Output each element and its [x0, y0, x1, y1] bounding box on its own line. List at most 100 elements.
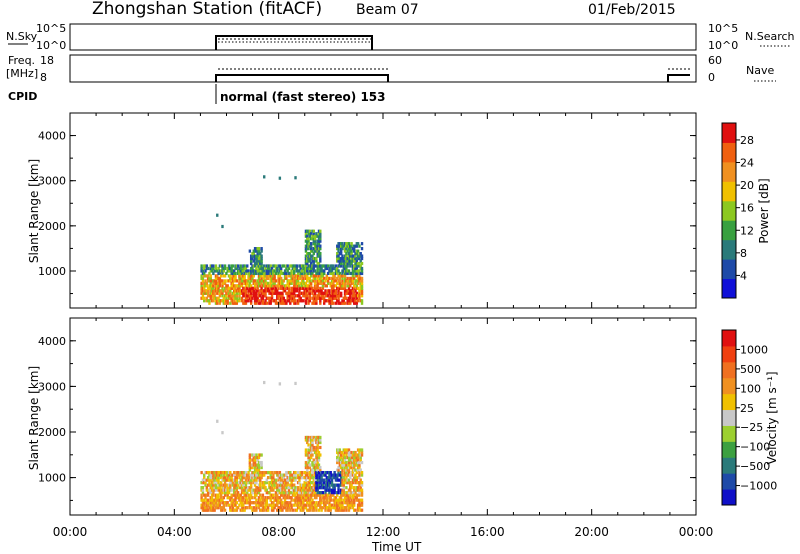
- data-cell: [253, 269, 257, 273]
- data-cell: [255, 259, 258, 263]
- data-cell: [307, 286, 310, 290]
- data-cell: [287, 506, 291, 510]
- data-cell: [312, 279, 315, 283]
- data-cell: [273, 503, 276, 507]
- data-cell: [317, 239, 321, 243]
- data-cell: [307, 483, 310, 487]
- colorbar-tick-label: −500: [740, 460, 770, 473]
- data-cell: [294, 486, 297, 490]
- data-cell: [256, 463, 259, 467]
- data-cell: [281, 478, 284, 482]
- data-cell: [293, 289, 296, 293]
- data-cell: [313, 294, 317, 298]
- data-cell: [240, 496, 244, 500]
- data-cell: [315, 296, 318, 300]
- data-cell: [251, 296, 254, 300]
- data-cell: [210, 488, 214, 492]
- data-cell: [298, 299, 301, 303]
- data-cell: [330, 301, 334, 305]
- data-cell: [306, 294, 309, 298]
- data-cell: [266, 269, 270, 273]
- data-cell: [204, 470, 207, 475]
- data-cell: [349, 247, 352, 251]
- data-cell: [294, 301, 297, 305]
- data-cell: [261, 301, 265, 305]
- data-cell: [235, 486, 239, 490]
- data-cell: [264, 503, 267, 507]
- data-cell: [246, 294, 249, 298]
- data-cell: [316, 271, 319, 276]
- data-cell: [252, 259, 255, 263]
- data-cell: [268, 274, 271, 278]
- data-cell: [212, 498, 215, 502]
- data-cell: [330, 291, 334, 295]
- colorbar-swatch: [722, 181, 736, 202]
- data-cell: [302, 506, 305, 510]
- data-cell: [359, 286, 362, 290]
- data-cell: [332, 286, 335, 290]
- data-cell: [236, 269, 240, 273]
- data-cell: [209, 478, 212, 482]
- data-cell: [304, 289, 308, 293]
- data-cell: [257, 473, 261, 477]
- data-cell: [346, 496, 349, 500]
- data-cell: [251, 286, 254, 290]
- data-cell: [309, 468, 313, 472]
- data-cell: [205, 284, 209, 288]
- data-cell: [278, 276, 282, 281]
- data-cell: [360, 460, 364, 465]
- data-cell: [329, 269, 332, 273]
- data-cell: [223, 476, 227, 480]
- data-cell: [329, 299, 332, 303]
- data-cell: [243, 493, 246, 497]
- data-cell: [216, 269, 219, 273]
- data-cell: [295, 508, 299, 512]
- data-cell: [221, 279, 224, 283]
- data-cell: [255, 468, 258, 472]
- data-cell: [311, 501, 314, 505]
- data-cell: [206, 508, 210, 512]
- data-cell: [212, 296, 215, 300]
- data-cell: [358, 460, 361, 465]
- data-cell: [293, 498, 296, 502]
- data-cell: [229, 496, 232, 500]
- colorbar-swatch: [722, 200, 736, 221]
- data-cell: [351, 481, 355, 485]
- data-cell: [346, 261, 349, 266]
- data-cell: [204, 496, 207, 500]
- data-cell: [253, 261, 257, 266]
- data-cell: [338, 478, 342, 482]
- colorbar-swatch: [722, 123, 736, 143]
- data-cell: [255, 271, 258, 276]
- data-cell: [261, 503, 265, 507]
- data-cell: [255, 503, 258, 507]
- data-cell: [321, 279, 325, 283]
- colorbar-tick-label: 8: [740, 247, 747, 260]
- data-cell: [206, 286, 210, 290]
- data-cell: [290, 281, 293, 285]
- data-cell: [345, 256, 348, 261]
- data-cell: [227, 473, 231, 477]
- data-cell: [281, 486, 284, 490]
- data-cell: [328, 470, 331, 475]
- data-cell: [212, 486, 215, 490]
- data-cell: [329, 294, 332, 298]
- data-cell: [210, 496, 214, 500]
- data-cell: [353, 296, 356, 300]
- data-cell: [354, 251, 357, 256]
- colorbar-swatch: [722, 441, 736, 458]
- data-cell: [203, 498, 206, 502]
- data-cell: [240, 486, 244, 490]
- data-cell: [222, 503, 225, 507]
- data-cell: [238, 503, 241, 507]
- data-cell: [216, 281, 219, 285]
- data-cell: [319, 491, 322, 495]
- data-cell: [252, 508, 255, 512]
- data-cell: [265, 501, 269, 505]
- data-cell: [270, 296, 274, 300]
- data-cell: [238, 286, 241, 290]
- data-cell: [336, 491, 339, 495]
- data-cell: [294, 508, 297, 512]
- data-cell: [346, 473, 349, 477]
- data-cell: [330, 279, 334, 283]
